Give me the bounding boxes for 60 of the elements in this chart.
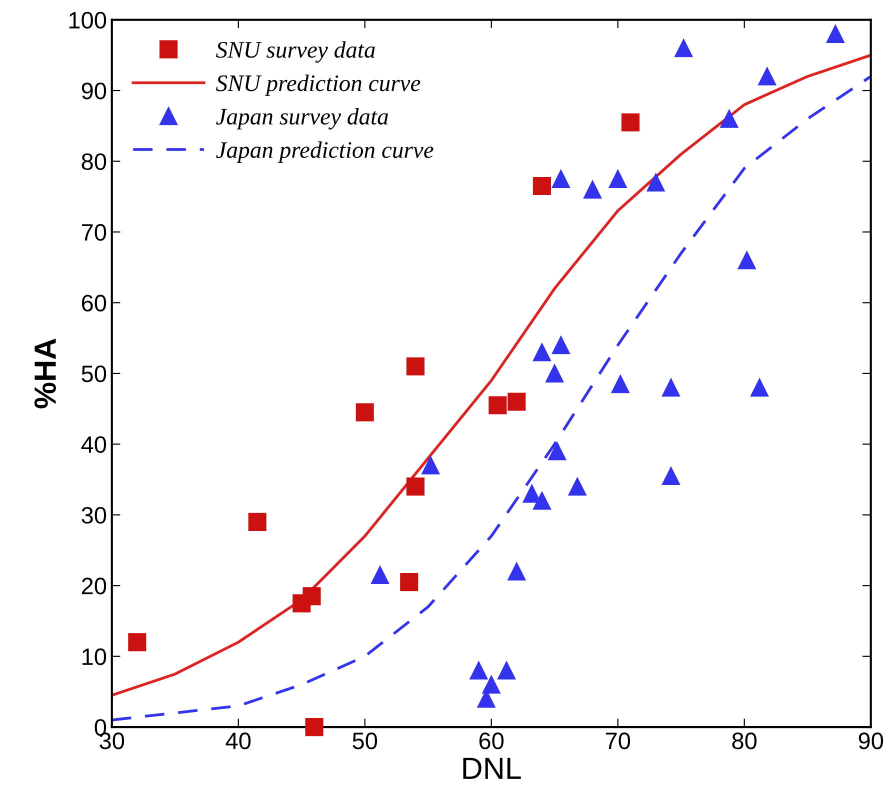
point: [302, 587, 321, 606]
y-tick-label: 30: [82, 506, 106, 524]
point: [248, 512, 266, 531]
point: [406, 357, 424, 376]
y-tick-label: 80: [82, 153, 106, 170]
y-tick-label: 60: [82, 294, 106, 312]
y-tick-label: 10: [82, 648, 106, 666]
x-tick-label: 80: [732, 732, 757, 750]
point: [532, 492, 551, 510]
point: [611, 375, 630, 394]
point: [406, 478, 424, 496]
point: [400, 573, 418, 592]
x-tick-label: 60: [479, 732, 504, 750]
x-tick-label: 40: [226, 732, 251, 750]
point: [482, 676, 500, 694]
point: [522, 484, 541, 503]
point: [508, 562, 526, 580]
point: [305, 718, 324, 736]
point: [546, 364, 564, 382]
point: [584, 180, 602, 199]
point: [552, 336, 570, 354]
point: [720, 110, 738, 128]
point: [552, 170, 570, 188]
point: [548, 442, 566, 460]
point: [750, 378, 769, 397]
legend-label: Japan survey data: [216, 108, 388, 130]
point: [674, 39, 693, 58]
point: [662, 466, 680, 486]
point: [758, 67, 776, 86]
point: [371, 566, 390, 584]
x-tick-label: 90: [858, 732, 884, 750]
point: [532, 343, 551, 362]
point: [498, 661, 516, 680]
y-tick-label: 40: [81, 436, 106, 453]
point: [662, 378, 680, 397]
point: [738, 251, 756, 270]
y-axis-title: %HA: [34, 338, 56, 408]
point: [568, 478, 586, 496]
legend-label: SNU survey data: [216, 41, 375, 63]
point: [470, 661, 488, 680]
point: [128, 633, 146, 652]
point: [356, 403, 374, 422]
point: [488, 396, 507, 414]
legend-label: Japan prediction curve: [216, 141, 434, 163]
y-tick-label: 20: [82, 578, 106, 594]
x-tick-label: 50: [352, 732, 378, 750]
point: [532, 176, 551, 196]
x-axis-title: DNL: [463, 758, 521, 779]
point: [508, 392, 526, 411]
x-tick-label: 70: [606, 732, 630, 750]
y-tick-label: 100: [69, 12, 106, 29]
point: [646, 173, 665, 192]
legend-label: SNU prediction curve: [216, 74, 420, 96]
y-tick-label: 90: [82, 82, 106, 100]
point: [608, 170, 627, 188]
point: [422, 456, 440, 474]
point: [621, 113, 640, 132]
y-tick-label: 50: [82, 365, 106, 382]
point: [826, 24, 844, 43]
y-tick-label: 70: [82, 224, 106, 241]
